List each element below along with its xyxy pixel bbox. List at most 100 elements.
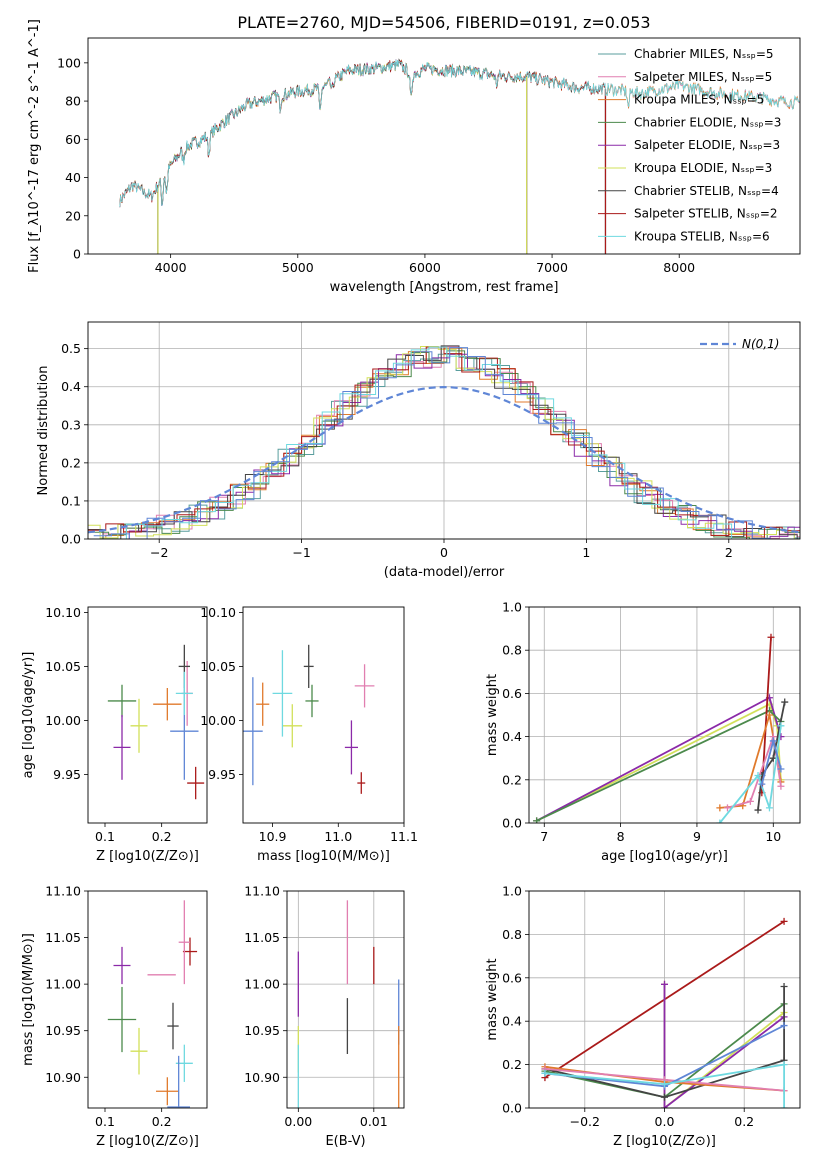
legend-label: Kroupa ELODIE, Nₛₛₚ=3 [634,161,772,175]
plot-area [243,644,375,794]
y-tick-label: 10.90 [244,1070,280,1085]
histogram-step [88,345,800,539]
axes-frame [87,890,208,1109]
x-tick-label: 0.0 [655,1114,675,1129]
weight-marker [769,737,777,745]
x-tick-label: 7 [540,829,548,844]
weight-marker [661,1093,668,1101]
y-tick-label: 9.95 [53,767,81,782]
plot-area [119,58,800,254]
legend: Chabrier MILES, Nₛₛₚ=5 Salpeter MILES, Nₛ… [598,47,781,243]
axes-frame [528,890,801,1109]
axes-frame [242,606,405,824]
weight-marker [723,804,731,812]
legend-label: Kroupa STELIB, Nₛₛₚ=6 [634,229,770,243]
y-axis-label: mass weight [485,674,500,756]
y-tick-label: 11.00 [45,977,81,992]
y-tick-label: 80 [65,94,81,109]
y-tick-label: 0.6 [502,970,522,985]
y-tick-label: 10.95 [45,1023,81,1038]
plot-area [107,644,205,800]
weight-marker [765,711,773,719]
x-tick-label: 0.2 [152,1114,172,1129]
legend-label: Chabrier ELODIE, Nₛₛₚ=3 [634,115,781,129]
weight-marker [758,780,766,788]
y-tick-label: 1.0 [502,600,522,615]
y-tick-label: 0.6 [502,686,522,701]
y-tick-label: 11.00 [244,977,280,992]
x-tick-label: 0 [440,545,448,560]
x-tick-label: 0.00 [284,1114,312,1129]
axes-frame [286,890,405,1109]
y-axis-label: mass weight [485,958,500,1040]
y-tick-label: 0.8 [502,643,522,658]
y-tick-label: 0.4 [502,1014,522,1029]
y-tick-label: 0.2 [502,1057,522,1072]
x-tick-label: −0.2 [570,1114,600,1129]
weight-marker [780,982,788,990]
weight-marker [716,804,724,812]
y-tick-label: 1.0 [502,884,522,899]
y-tick-label: 11.05 [45,930,81,945]
x-tick-label: 10.9 [259,829,287,844]
y-axis-label: Flux [f_λ10^-17 erg cm^-2 s^-1 A^-1] [27,19,42,273]
y-tick-label: 9.95 [208,767,236,782]
y-tick-label: 40 [65,170,81,185]
x-tick-label: 0.2 [734,1114,754,1129]
histogram-step [90,346,800,539]
weight-marker [746,797,754,805]
y-tick-label: 60 [65,132,81,147]
y-tick-label: 10.00 [45,713,81,728]
x-axis-label: mass [log10(M/M⊙)] [257,849,390,864]
x-tick-label: 4000 [155,260,187,275]
weight-marker [754,771,762,779]
weight-marker [777,765,785,773]
weight-marker [661,1104,668,1108]
x-tick-label: 7000 [536,260,568,275]
y-tick-label: 0.0 [502,816,522,831]
y-tick-label: 0.0 [502,1101,522,1116]
weight-line [719,725,782,823]
x-axis-label: Z [log10(Z/Z⊙)] [96,849,199,864]
x-axis-label: E(B-V) [325,1134,365,1149]
y-tick-label: 10.10 [45,605,81,620]
x-tick-label: 11.0 [324,829,352,844]
x-tick-label: 11.1 [390,829,418,844]
legend-label: Chabrier STELIB, Nₛₛₚ=4 [634,184,779,198]
y-tick-label: 0.2 [502,772,522,787]
x-tick-label: 2 [725,545,733,560]
plot-area [107,900,198,1108]
y-tick-label: 0.4 [502,729,522,744]
panel-residual-distribution: −2 −1 0 1 2 0.0 0.1 0.2 0.3 0.4 0.5 N(0,1) (data-mod… [36,321,801,580]
panel-mass-weight-vs-Z: −0.2 0.0 0.2 0.0 0.2 0.4 0.6 0.8 1.0 Z [log10(Z/Z… [485,884,801,1149]
y-tick-label: 10.05 [200,659,236,674]
weight-marker [661,1080,668,1088]
x-axis-label: (data-model)/error [384,565,505,580]
y-tick-label: 10.90 [45,1070,81,1085]
panel-mass-vs-Z: 0.1 0.2 10.90 10.95 11.00 11.05 11.10 Z [log10(… [21,884,208,1149]
plot-area [541,917,788,1108]
y-tick-label: 0.8 [502,927,522,942]
y-tick-label: 0.0 [61,532,81,547]
panel-mass-vs-ebv: 0.00 0.01 10.90 10.95 11.00 11.05 11.10 E(B-V) [244,884,405,1149]
spectrum-line [119,59,606,207]
x-axis-label: Z [log10(Z/Z⊙)] [613,1134,716,1149]
plot-area [88,345,800,539]
y-tick-label: 11.05 [244,930,280,945]
y-axis-label: mass [log10(M/M⊙)] [21,933,36,1066]
weight-marker [716,819,724,823]
y-tick-label: 100 [57,55,81,70]
y-axis-label: age [log10(age/yr)] [21,652,36,779]
normal-curve [88,385,800,534]
panel-spectrum: 4000 5000 6000 7000 8000 0 20 40 60 80 100 PLATE=27… [27,13,801,295]
weight-line [544,1063,785,1108]
y-tick-label: 0.3 [61,417,81,432]
panel-age-vs-mass: 10.9 11.0 11.1 9.95 10.00 10.05 10.10 mass [log… [200,605,418,864]
legend-label: N(0,1) [742,337,779,351]
y-axis-label: Normed distribution [36,366,51,496]
y-tick-label: 0.4 [61,379,81,394]
weight-marker [765,804,773,812]
y-tick-label: 0.2 [61,455,81,470]
x-tick-label: 8 [617,829,625,844]
x-tick-label: −1 [292,545,310,560]
